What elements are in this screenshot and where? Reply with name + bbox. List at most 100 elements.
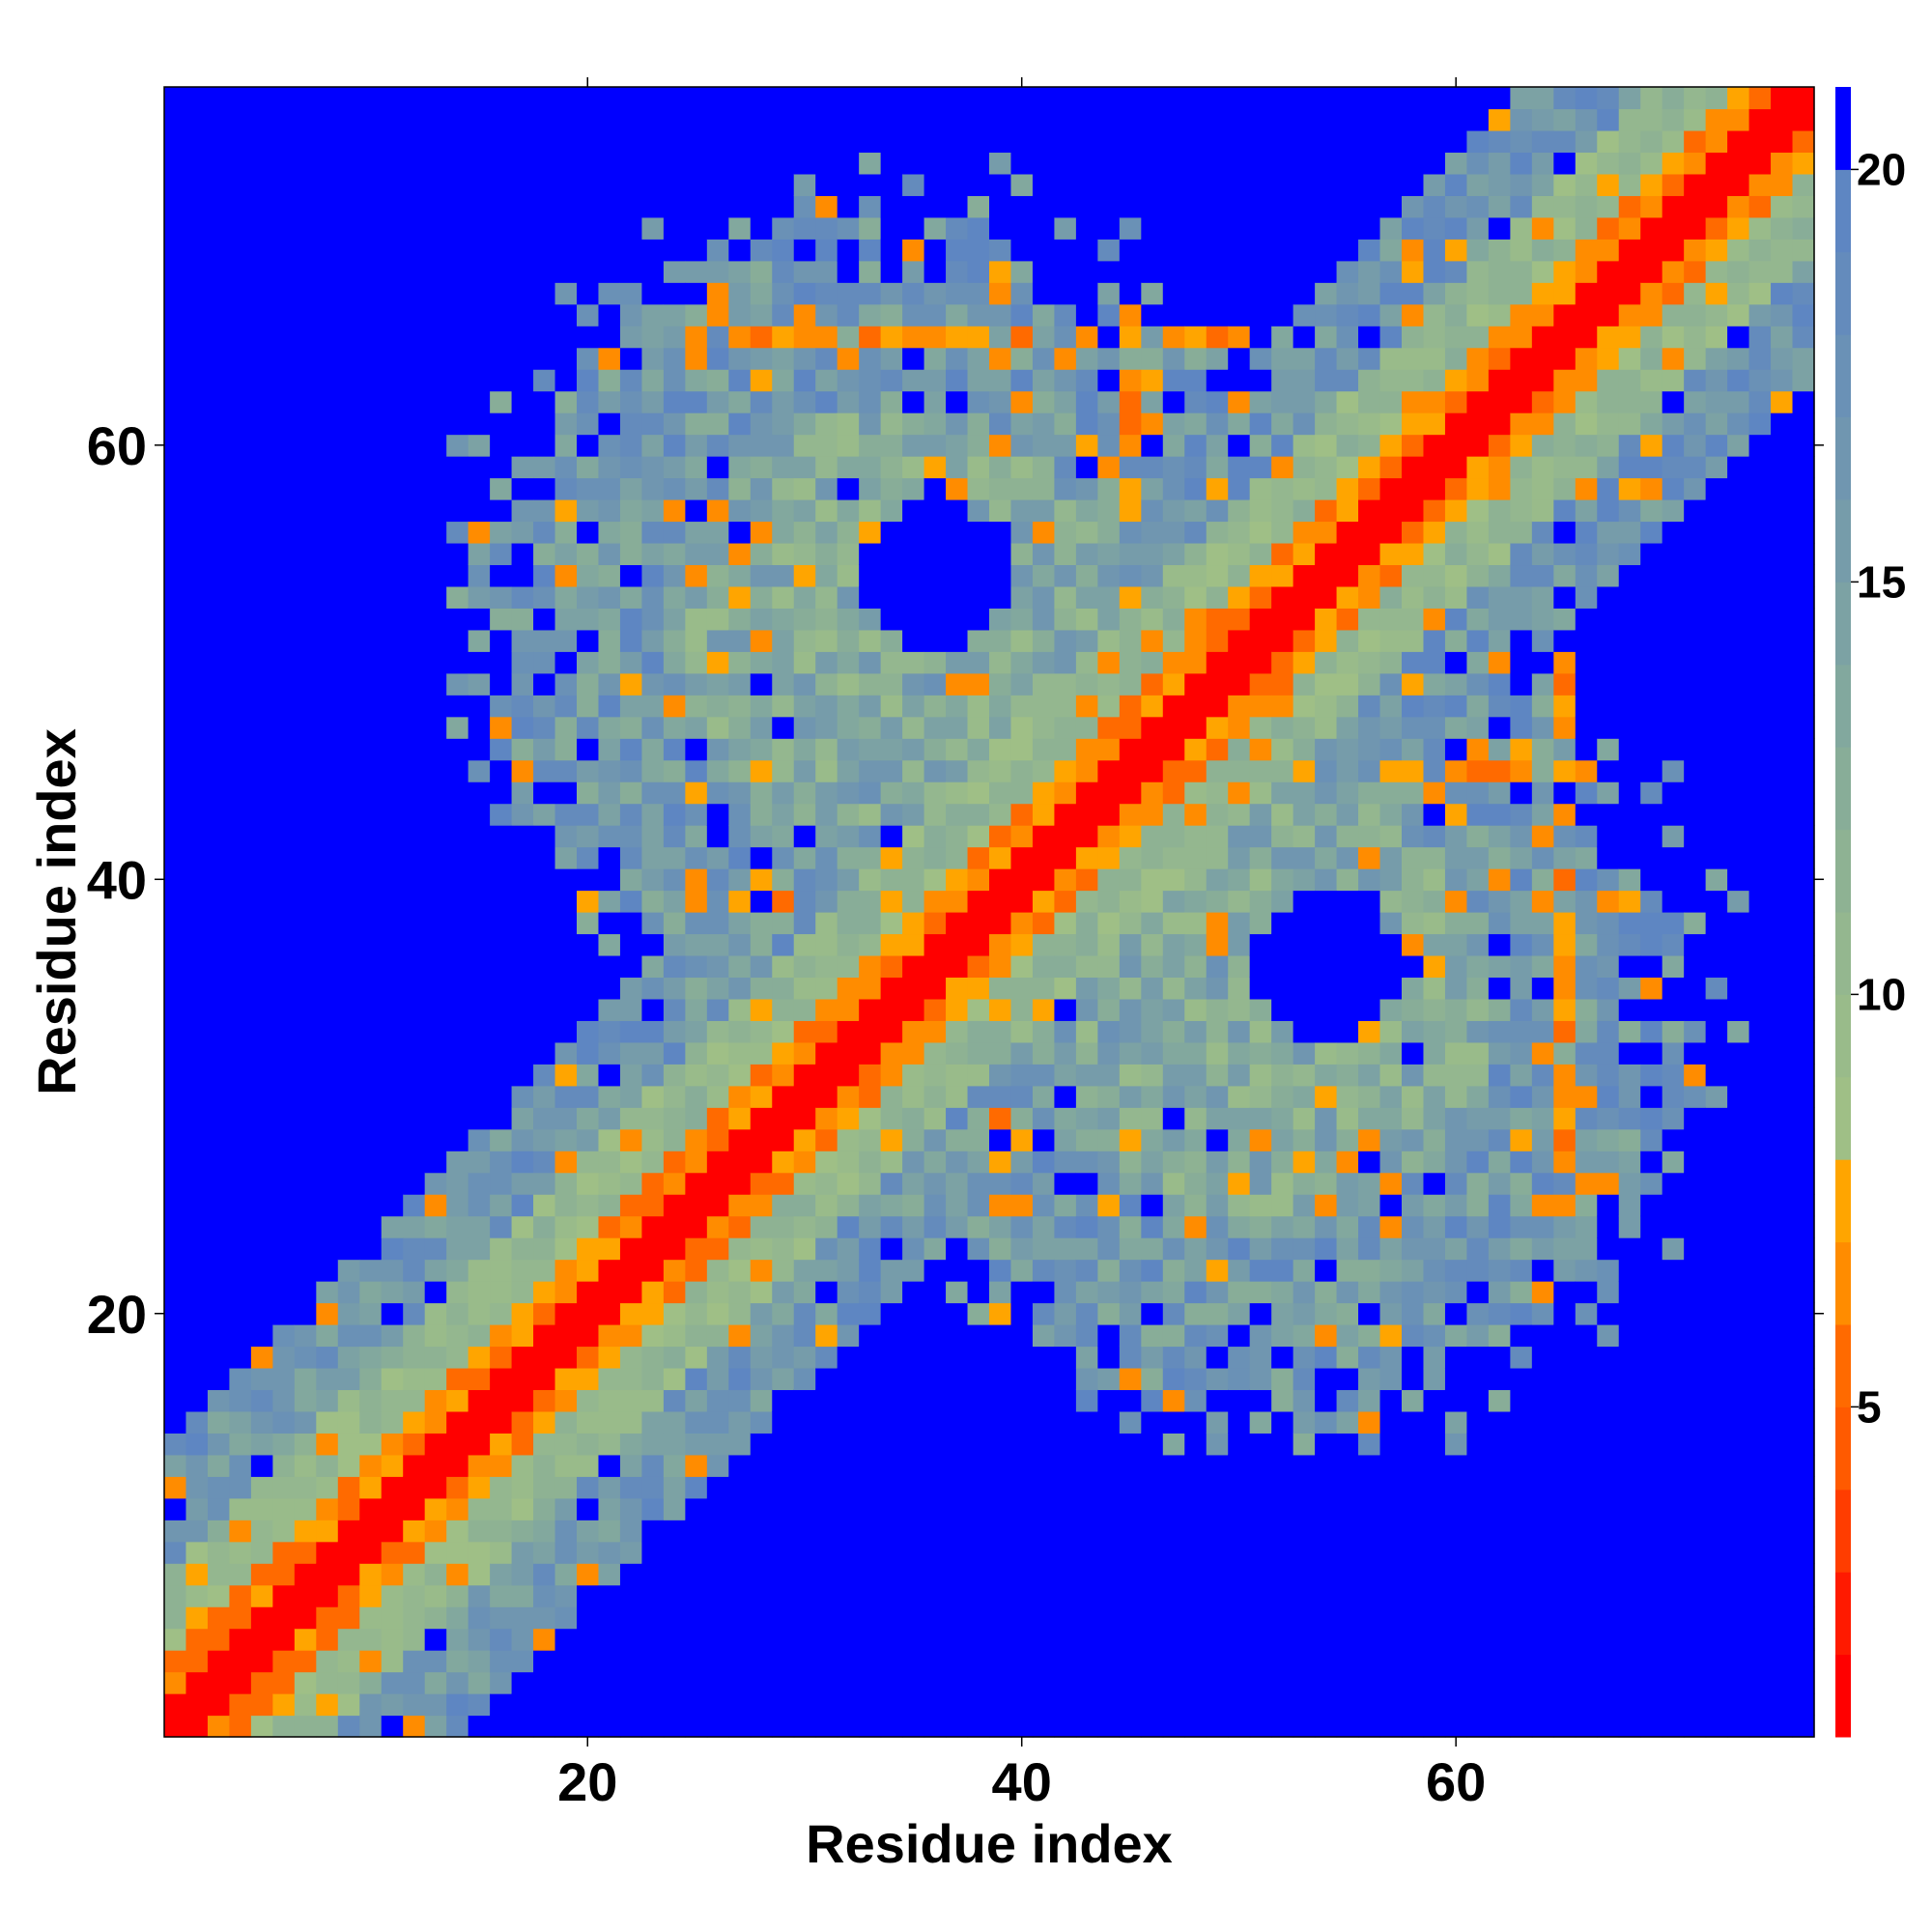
heatmap-cell — [1531, 803, 1554, 826]
heatmap-cell — [446, 456, 469, 479]
heatmap-cell — [554, 1151, 578, 1174]
heatmap-cell — [554, 477, 578, 500]
heatmap-cell — [294, 1302, 317, 1325]
heatmap-cell — [250, 1259, 273, 1282]
heatmap-cell — [989, 1410, 1012, 1434]
heatmap-cell — [1510, 977, 1533, 1000]
heatmap-cell — [1206, 326, 1229, 349]
heatmap-cell — [1228, 1563, 1251, 1586]
heatmap-cell — [946, 477, 969, 500]
heatmap-cell — [490, 499, 513, 523]
heatmap-cell — [468, 1020, 491, 1043]
heatmap-cell — [1054, 672, 1077, 696]
heatmap-cell — [554, 1454, 578, 1477]
heatmap-cell — [1097, 738, 1121, 761]
heatmap-cell — [294, 651, 317, 674]
heatmap-cell — [772, 651, 795, 674]
heatmap-cell — [1488, 1215, 1511, 1238]
heatmap-cell — [446, 1476, 469, 1499]
heatmap-cell — [1206, 998, 1229, 1021]
heatmap-cell — [381, 1628, 404, 1651]
heatmap-cell — [1575, 977, 1598, 1000]
heatmap-cell — [424, 1497, 447, 1520]
heatmap-cell — [1075, 564, 1098, 587]
heatmap-cell — [663, 1128, 686, 1151]
heatmap-cell — [1488, 846, 1511, 869]
heatmap-cell — [272, 977, 296, 1000]
heatmap-cell — [793, 1671, 816, 1694]
heatmap-cell — [1531, 1064, 1554, 1087]
heatmap-cell — [424, 1128, 447, 1151]
heatmap-cell — [1075, 890, 1098, 913]
heatmap-cell — [250, 1715, 273, 1738]
heatmap-cell — [1141, 1064, 1164, 1087]
heatmap-cell — [750, 1628, 773, 1651]
heatmap-cell — [1119, 108, 1142, 131]
heatmap-cell — [1249, 369, 1272, 392]
heatmap-cell — [750, 434, 773, 457]
heatmap-cell — [837, 108, 860, 131]
heatmap-cell — [533, 954, 556, 979]
heatmap-cell — [663, 195, 686, 218]
heatmap-cell — [706, 542, 729, 566]
heatmap-cell — [1271, 1324, 1294, 1348]
heatmap-cell — [837, 716, 860, 739]
heatmap-cell — [359, 1020, 383, 1043]
heatmap-cell — [946, 1650, 969, 1673]
heatmap-cell — [1141, 1584, 1164, 1607]
heatmap-cell — [641, 1433, 665, 1456]
heatmap-cell — [533, 260, 556, 283]
heatmap-cell — [424, 846, 447, 869]
heatmap-cell — [1032, 347, 1056, 370]
heatmap-cell — [1488, 347, 1511, 370]
heatmap-cell — [793, 173, 816, 196]
heatmap-cell — [728, 412, 752, 436]
heatmap-cell — [554, 1085, 578, 1108]
heatmap-cell — [1097, 173, 1121, 196]
heatmap-cell — [750, 195, 773, 218]
heatmap-cell — [946, 542, 969, 566]
heatmap-cell — [1293, 803, 1316, 826]
heatmap-cell — [1271, 499, 1294, 523]
heatmap-cell — [706, 629, 729, 652]
heatmap-cell — [1553, 1324, 1577, 1348]
heatmap-cell — [1510, 1454, 1533, 1477]
heatmap-cell — [1423, 1085, 1446, 1108]
heatmap-cell — [946, 260, 969, 283]
heatmap-cell — [1315, 477, 1338, 500]
heatmap-cell — [815, 477, 838, 500]
heatmap-cell — [381, 1151, 404, 1174]
heatmap-cell — [1206, 1194, 1229, 1217]
heatmap-cell — [1010, 738, 1034, 761]
heatmap-cell — [1379, 216, 1403, 240]
heatmap-cell — [1097, 1302, 1121, 1325]
heatmap-cell — [403, 239, 426, 262]
heatmap-cell — [1075, 499, 1098, 523]
heatmap-cell — [1032, 1454, 1056, 1477]
heatmap-cell — [424, 390, 447, 413]
heatmap-cell — [1075, 108, 1098, 131]
heatmap-cell — [1075, 1237, 1098, 1261]
heatmap-cell — [1575, 1367, 1598, 1391]
heatmap-cell — [946, 651, 969, 674]
heatmap-cell — [793, 672, 816, 696]
heatmap-cell — [598, 933, 621, 956]
heatmap-cell — [1141, 1476, 1164, 1499]
heatmap-cell — [1510, 1324, 1533, 1348]
heatmap-cell — [577, 1497, 600, 1520]
heatmap-cell — [1032, 629, 1056, 652]
heatmap-cell — [1423, 1346, 1446, 1369]
heatmap-cell — [207, 326, 231, 349]
heatmap-cell — [902, 1324, 925, 1348]
heatmap-cell — [1402, 1281, 1425, 1304]
heatmap-cell — [511, 239, 534, 262]
heatmap-cell — [1379, 477, 1403, 500]
heatmap-cell — [1466, 1281, 1490, 1304]
heatmap-cell — [577, 1650, 600, 1673]
heatmap-cell — [598, 1410, 621, 1434]
heatmap-cell — [1097, 585, 1121, 609]
heatmap-cell — [554, 347, 578, 370]
heatmap-cell — [229, 1346, 252, 1369]
heatmap-cell — [750, 672, 773, 696]
heatmap-cell — [685, 239, 708, 262]
